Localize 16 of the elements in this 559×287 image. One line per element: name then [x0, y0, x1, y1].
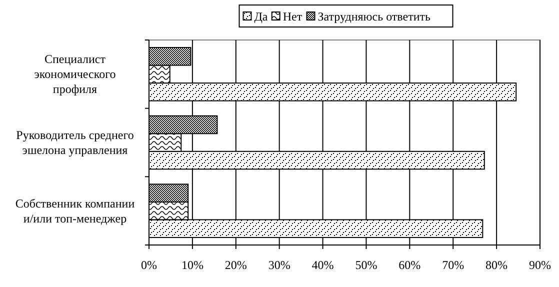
- x-tick-label: 90%: [529, 258, 551, 272]
- x-tick-label: 40%: [312, 258, 334, 272]
- legend-label: Затрудняюсь ответить: [318, 10, 431, 24]
- legend-label: Да: [254, 10, 268, 24]
- x-tick-label: 70%: [442, 258, 464, 272]
- x-tick-label: 20%: [224, 258, 247, 272]
- y-tick-label: Руководитель среднего эшелона управления: [16, 128, 134, 157]
- x-tick-label: 30%: [268, 258, 290, 272]
- y-tick-label: Специалист экономического профиля: [34, 52, 116, 96]
- x-tick-label: 60%: [398, 258, 421, 272]
- legend-label: Нет: [282, 10, 303, 24]
- x-tick-label: 10%: [181, 258, 204, 272]
- y-tick-label: Собственник компании и/или топ-менеджер: [15, 196, 136, 226]
- x-tick-label: 80%: [486, 258, 508, 272]
- x-tick-label: 0%: [141, 258, 157, 272]
- x-tick-label: 50%: [355, 258, 378, 272]
